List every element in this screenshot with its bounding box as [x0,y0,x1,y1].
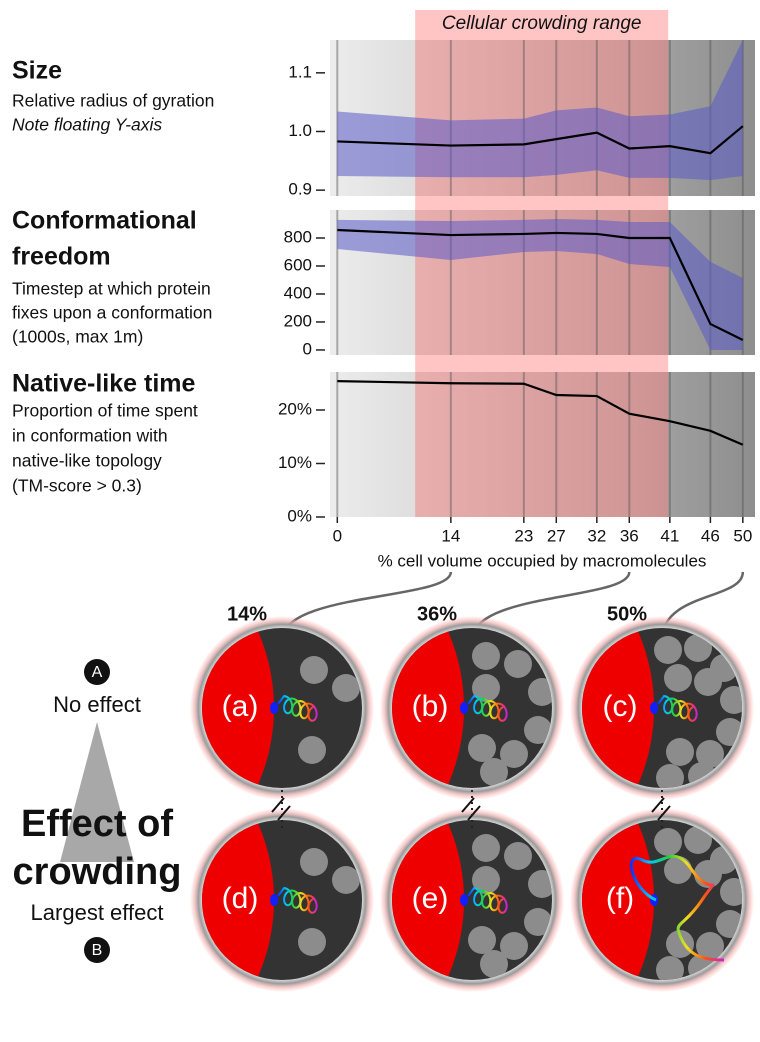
cell-label: (f) [606,882,634,915]
panel-description: in conformation with [12,426,168,446]
crowder [472,834,500,862]
y-tick-label: 1.0 [288,121,312,140]
y-tick-label: 0.9 [288,180,312,199]
tunnel-exit [270,894,278,906]
crowder [472,642,500,670]
x-tick-label: 32 [587,526,606,545]
y-tick-label: 800 [284,227,312,246]
x-tick-label: 41 [660,526,679,545]
panel-description: (1000s, max 1m) [12,327,143,347]
panel-description: Timestep at which protein [12,279,211,299]
panel-title: Size [12,57,62,85]
marker-letter: B [92,942,103,959]
y-tick-label: 400 [284,283,312,302]
panel-title: Native-like time [12,370,196,398]
crowding-range-label: Cellular crowding range [442,13,642,34]
x-tick-label: 0 [333,526,342,545]
plots: Cellular crowding range Size Relative radi… [12,10,755,570]
crowder [664,856,692,884]
crowder [332,674,360,702]
cell-label: (a) [222,690,259,723]
x-tick-label: 50 [733,526,752,545]
marker-letter: A [92,664,103,681]
y-tick-label: 0% [287,506,312,525]
crowder [298,736,326,764]
y-tick-label: 600 [284,255,312,274]
crowder [666,738,694,766]
x-axis-label: % cell volume occupied by macromolecules [378,551,707,570]
panel-description: Note floating Y-axis [12,115,162,135]
panel-title: Conformational [12,207,197,235]
scale-label: No effect [53,692,141,717]
cell-label: (d) [222,882,259,915]
y-tick-label: 1.1 [288,62,312,81]
x-tick-label: 27 [547,526,566,545]
crowder [300,656,328,684]
crowder [472,866,500,894]
crowder [298,928,326,956]
x-tick-label: 23 [514,526,533,545]
tunnel-exit [460,894,468,906]
panel-description: Proportion of time spent [12,401,198,421]
crowder [468,734,496,762]
crowder [332,866,360,894]
y-tick-label: 10% [278,453,312,472]
tunnel-exit [270,702,278,714]
panel-description: fixes upon a conformation [12,303,212,323]
panel-title: freedom [12,243,111,271]
crowder [504,650,532,678]
panel-description: (TM-score > 0.3) [12,476,142,496]
crowder [468,926,496,954]
figure: Cellular crowding range Size Relative radi… [0,0,760,1042]
scale-title: crowding [13,851,182,893]
crowder [300,848,328,876]
scale-label: Largest effect [31,900,164,925]
tunnel-exit [650,702,658,714]
y-tick-label: 0 [303,339,312,358]
diagram: 14%36%50%(a)(b)(c)(d)(e)(f)ANo effectEff… [0,516,754,1042]
panel-description: Relative radius of gyration [12,91,214,111]
y-tick-label: 200 [284,311,312,330]
crowder [472,674,500,702]
panel-description: native-like topology [12,451,162,471]
scale-title: Effect of [21,803,173,845]
crowder [664,664,692,692]
tunnel-exit [460,702,468,714]
x-tick-label: 46 [701,526,720,545]
cell-label: (c) [603,690,638,723]
crowder [694,668,722,696]
y-tick-label: 20% [278,399,312,418]
cell-label: (b) [412,690,449,723]
x-tick-label: 14 [441,526,460,545]
crowder [654,636,682,664]
crowder [504,842,532,870]
cell-label: (e) [412,882,449,915]
x-tick-label: 36 [620,526,639,545]
crowder [654,828,682,856]
